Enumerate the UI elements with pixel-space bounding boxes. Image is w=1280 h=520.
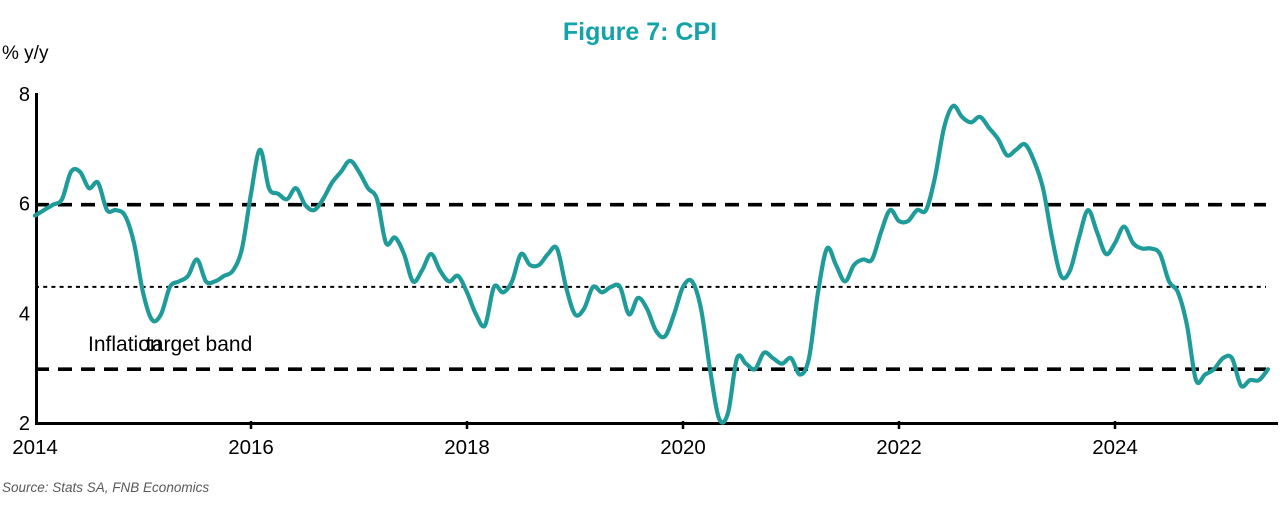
x-tick-label-2014: 2014 bbox=[12, 436, 58, 459]
y-tick-label-8: 8 bbox=[19, 84, 30, 106]
inflation-label: Inflation bbox=[88, 333, 162, 356]
source-note: Source: Stats SA, FNB Economics bbox=[2, 480, 210, 495]
target-band-label: target band bbox=[146, 333, 253, 356]
cpi-line bbox=[32, 103, 1271, 425]
y-tick-label-4: 4 bbox=[19, 303, 30, 325]
y-axis-unit-label: % y/y bbox=[2, 43, 49, 64]
x-tick-label-2024: 2024 bbox=[1092, 436, 1138, 459]
x-tick-label-2018: 2018 bbox=[444, 436, 490, 459]
x-tick-label-2016: 2016 bbox=[228, 436, 274, 459]
chart-title: Figure 7: CPI bbox=[562, 18, 718, 46]
y-tick-label-6: 6 bbox=[19, 194, 30, 216]
y-tick-label-2: 2 bbox=[19, 413, 30, 435]
x-tick-label-2022: 2022 bbox=[876, 436, 922, 459]
x-tick-label-2020: 2020 bbox=[660, 436, 706, 459]
